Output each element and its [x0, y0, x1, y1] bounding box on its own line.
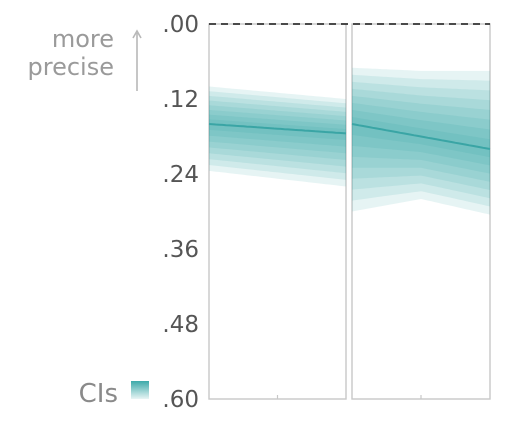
y-tick-label: .36 — [162, 237, 199, 263]
ci-band-7 — [352, 74, 490, 207]
ci-band-4 — [352, 95, 490, 182]
legend: CIs — [79, 379, 149, 409]
ci-band-8 — [352, 67, 490, 215]
y-axis-hint: more precise — [28, 25, 142, 91]
ci-band-6 — [209, 95, 346, 174]
up-arrow-head — [132, 29, 142, 39]
y-tick-label: .24 — [162, 162, 199, 188]
ci-band-5 — [352, 88, 490, 190]
ci-band-4 — [209, 105, 346, 160]
estimate-line — [208, 123, 347, 135]
ci-band-3 — [209, 109, 346, 154]
y-tick-label: .60 — [162, 387, 199, 413]
panel-1 — [208, 23, 347, 400]
ci-band-5 — [209, 100, 346, 167]
ci-band-7 — [209, 91, 346, 180]
panels — [208, 23, 491, 400]
panel-2 — [351, 23, 491, 400]
estimate-line — [351, 123, 491, 150]
y-tick-label: .00 — [162, 12, 199, 38]
ci-band-6 — [352, 81, 490, 199]
y-tick-label: .48 — [162, 312, 199, 338]
legend-label: CIs — [79, 379, 118, 409]
legend-swatch — [131, 381, 149, 399]
panel-frame — [208, 23, 347, 400]
hint-line-more: more — [52, 25, 114, 53]
hint-line-precise: precise — [28, 53, 114, 81]
ci-band-2 — [352, 109, 490, 166]
ci-band-8 — [209, 86, 346, 187]
ci-band-2 — [209, 114, 346, 147]
y-axis-ticks: .00 .12 .24 .36 .48 .60 — [162, 12, 199, 413]
y-tick-label: .12 — [162, 87, 199, 113]
ci-band-3 — [352, 102, 490, 174]
